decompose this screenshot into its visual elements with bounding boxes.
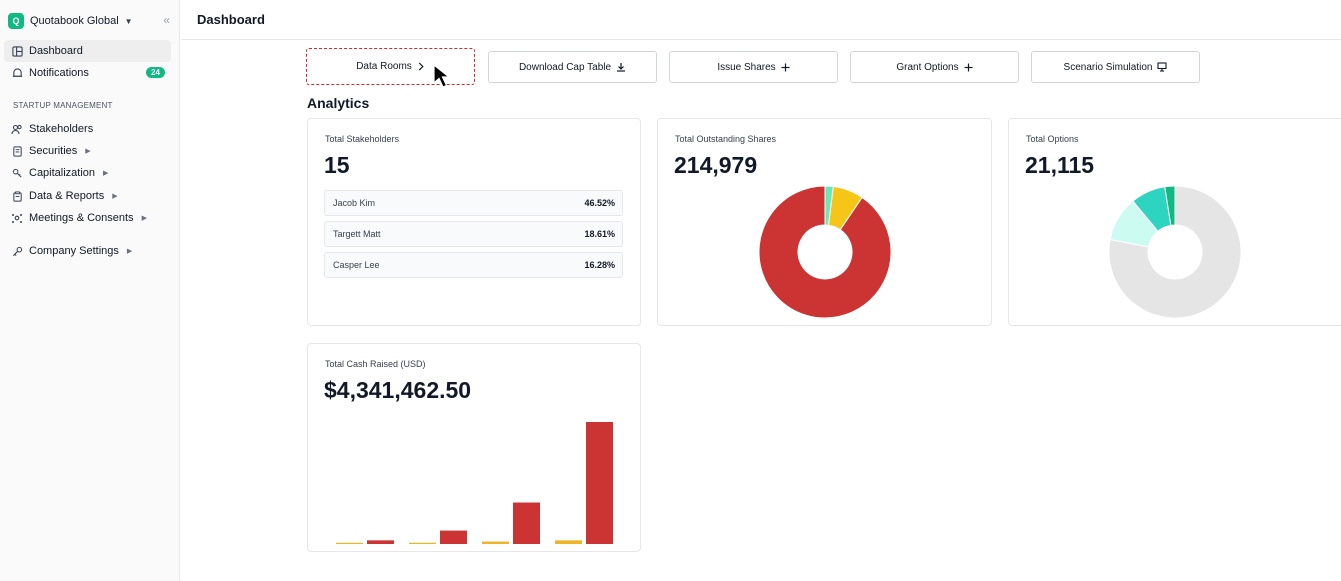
card-value: $4,341,462.50 bbox=[324, 377, 472, 403]
sidebar-item-company-settings[interactable]: Company Settings ▶ bbox=[4, 240, 171, 262]
cash-raised-bar-chart bbox=[336, 422, 613, 544]
card-label: Total Stakeholders bbox=[325, 134, 400, 144]
card-label: Total Options bbox=[1026, 134, 1079, 144]
stakeholder-percentage: 16.28% bbox=[584, 260, 615, 270]
dashboard-icon bbox=[11, 45, 23, 57]
bar-3-1[interactable] bbox=[586, 422, 613, 544]
list-item[interactable]: Jacob Kim 46.52% bbox=[324, 190, 623, 216]
org-switcher[interactable]: Q Quotabook Global ▼ « bbox=[8, 11, 172, 31]
clipboard-icon bbox=[11, 190, 23, 202]
sidebar-item-label: Dashboard bbox=[29, 45, 83, 57]
section-title: STARTUP MANAGEMENT bbox=[13, 101, 113, 110]
stakeholder-percentage: 46.52% bbox=[584, 198, 615, 208]
bar-3-0[interactable] bbox=[555, 540, 582, 544]
key-icon bbox=[11, 245, 23, 257]
presentation-icon bbox=[1157, 62, 1168, 72]
download-cap-table-label: Download Cap Table bbox=[518, 61, 612, 73]
org-logo: Q bbox=[8, 13, 24, 29]
options-donut-chart bbox=[1108, 185, 1242, 319]
bar-0-0[interactable] bbox=[336, 542, 363, 544]
sidebar-item-notifications[interactable]: Notifications 24 bbox=[4, 62, 171, 84]
sidebar-item-meetings-consents[interactable]: Meetings & Consents ▶ bbox=[4, 207, 171, 229]
bar-2-1[interactable] bbox=[513, 502, 540, 544]
issue-shares-label: Issue Shares bbox=[717, 61, 776, 73]
download-cap-table-button[interactable]: Download Cap Table bbox=[488, 51, 657, 83]
caret-right-icon: ▶ bbox=[85, 148, 91, 155]
data-rooms-label: Data Rooms bbox=[356, 61, 412, 72]
sidebar-item-label: Notifications bbox=[29, 67, 89, 79]
list-item[interactable]: Targett Matt 18.61% bbox=[324, 221, 623, 247]
caret-right-icon: ▶ bbox=[141, 215, 147, 222]
header: Dashboard bbox=[181, 0, 1341, 40]
outstanding-shares-donut-chart bbox=[758, 185, 892, 319]
card-value: 21,115 bbox=[1025, 152, 1095, 178]
sidebar: Q Quotabook Global ▼ « Dashboard Notific… bbox=[0, 0, 180, 581]
bar-1-0[interactable] bbox=[409, 542, 436, 544]
card-label: Total Cash Raised (USD) bbox=[325, 359, 426, 369]
caret-right-icon: ▶ bbox=[126, 248, 133, 255]
caret-right-icon: ▶ bbox=[103, 170, 109, 177]
cap-icon bbox=[11, 167, 23, 179]
notification-count-badge: 24 bbox=[146, 67, 165, 78]
donut-slice-0[interactable] bbox=[758, 185, 892, 319]
card-value: 214,979 bbox=[674, 152, 758, 178]
download-icon bbox=[616, 62, 626, 72]
stakeholder-percentage: 18.61% bbox=[584, 229, 615, 239]
total-stakeholders-card: Total Stakeholders 15 Jacob Kim 46.52% T… bbox=[307, 118, 641, 326]
data-rooms-button[interactable]: Data Rooms bbox=[306, 48, 475, 85]
stakeholder-name: Targett Matt bbox=[333, 229, 381, 239]
sidebar-item-label: Capitalization bbox=[29, 167, 96, 179]
sidebar-item-capitalization[interactable]: Capitalization ▶ bbox=[4, 162, 171, 184]
stakeholder-name: Casper Lee bbox=[333, 260, 380, 270]
scenario-simulation-label: Scenario Simulation bbox=[1063, 61, 1153, 73]
plus-icon bbox=[964, 63, 973, 72]
bell-icon bbox=[11, 67, 23, 79]
grant-options-button[interactable]: Grant Options bbox=[850, 51, 1019, 83]
sidebar-item-label: Stakeholders bbox=[29, 123, 94, 135]
sidebar-item-label: Company Settings bbox=[29, 245, 119, 257]
donut-slice-3[interactable] bbox=[1108, 185, 1242, 319]
bar-2-0[interactable] bbox=[482, 541, 509, 544]
mouse-cursor-icon bbox=[433, 64, 451, 88]
sidebar-item-securities[interactable]: Securities ▶ bbox=[4, 140, 171, 162]
donut-slice-2[interactable] bbox=[824, 185, 834, 226]
analytics-title: Analytics bbox=[307, 95, 370, 111]
page-title: Dashboard bbox=[197, 12, 265, 27]
chevron-right-icon bbox=[417, 62, 425, 71]
list-item[interactable]: Casper Lee 16.28% bbox=[324, 252, 623, 278]
grant-options-label: Grant Options bbox=[896, 61, 959, 73]
users-icon bbox=[11, 123, 23, 135]
meeting-icon bbox=[11, 212, 23, 224]
sidebar-item-stakeholders[interactable]: Stakeholders bbox=[4, 118, 171, 140]
sidebar-item-label: Meetings & Consents bbox=[29, 212, 134, 224]
collapse-sidebar-icon[interactable]: « bbox=[163, 13, 170, 27]
sidebar-item-label: Securities bbox=[29, 145, 78, 157]
bar-1-1[interactable] bbox=[440, 530, 467, 544]
total-cash-raised-card: Total Cash Raised (USD) $4,341,462.50 bbox=[307, 343, 641, 552]
plus-icon bbox=[781, 63, 790, 72]
caret-right-icon: ▶ bbox=[112, 193, 118, 200]
total-options-card: Total Options 21,115 bbox=[1008, 118, 1341, 326]
document-icon bbox=[11, 145, 23, 157]
sidebar-item-data-reports[interactable]: Data & Reports ▶ bbox=[4, 185, 171, 207]
stakeholder-name: Jacob Kim bbox=[333, 198, 376, 208]
scenario-simulation-button[interactable]: Scenario Simulation bbox=[1031, 51, 1200, 83]
card-label: Total Outstanding Shares bbox=[675, 134, 777, 144]
caret-down-icon: ▼ bbox=[124, 16, 133, 26]
sidebar-item-label: Data & Reports bbox=[29, 190, 105, 202]
issue-shares-button[interactable]: Issue Shares bbox=[669, 51, 838, 83]
org-name: Quotabook Global bbox=[30, 15, 119, 27]
sidebar-item-dashboard[interactable]: Dashboard bbox=[4, 40, 171, 62]
total-outstanding-shares-card: Total Outstanding Shares 214,979 bbox=[657, 118, 992, 326]
bar-0-1[interactable] bbox=[367, 540, 394, 544]
card-value: 15 bbox=[324, 152, 350, 178]
